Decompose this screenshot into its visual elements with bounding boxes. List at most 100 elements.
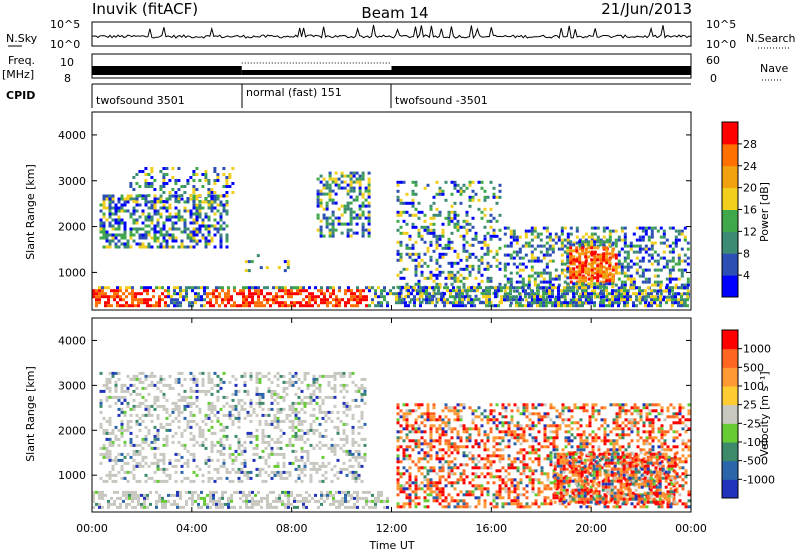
range-cell [426,249,430,253]
range-cell [351,437,355,441]
range-cell [417,252,421,256]
range-cell [653,250,657,254]
range-cell [359,289,362,293]
range-cell [123,470,127,474]
range-cell [111,464,115,468]
range-cell [216,410,220,414]
range-cell [244,269,248,273]
range-cell [315,386,319,390]
range-cell [408,457,412,461]
range-cell [213,413,217,417]
range-cell [599,262,603,266]
range-cell [536,256,540,260]
range-cell [420,466,424,470]
range-cell [195,194,199,198]
range-cell [159,389,163,393]
range-cell [146,292,149,296]
range-cell [291,410,295,414]
range-cell [297,458,301,462]
range-cell [435,246,439,250]
range-cell [254,304,257,308]
range-cell [207,371,211,375]
range-cell [483,267,487,271]
range-cell [662,241,666,245]
range-cell [114,233,118,237]
range-cell [483,234,487,238]
range-cell [297,437,301,441]
range-cell [188,490,191,494]
range-cell [132,476,136,480]
range-cell [191,289,194,293]
range-cell [216,374,220,378]
range-cell [596,240,600,244]
range-cell [161,496,164,500]
range-cell [120,221,124,225]
range-cell [629,241,633,245]
range-cell [683,283,687,287]
range-cell [173,304,176,308]
range-cell [147,245,151,249]
range-cell [435,237,439,241]
range-cell [114,437,118,441]
range-cell [396,183,400,187]
range-cell [647,235,651,239]
range-cell [447,421,451,425]
range-cell [560,304,563,308]
range-cell [305,496,308,500]
range-cell [551,250,555,254]
range-cell [216,173,220,176]
range-cell [212,295,215,299]
range-cell [367,195,371,199]
range-cell [276,422,280,426]
range-cell [677,232,681,236]
range-cell [132,209,136,213]
range-cell [200,286,203,290]
range-cell [429,424,433,428]
range-cell [92,289,95,293]
range-cell [459,490,463,494]
range-cell [312,383,316,387]
range-cell [647,253,651,257]
range-cell [405,282,409,286]
range-cell [455,289,458,293]
range-cell [282,455,286,459]
range-cell [662,250,666,254]
range-cell [453,463,457,467]
range-cell [471,409,475,413]
range-cell [617,235,621,239]
range-cell [306,452,310,456]
range-cell [297,428,301,432]
range-cell [156,428,160,432]
range-cell [189,404,193,408]
range-cell [140,502,143,506]
range-cell [450,445,454,449]
range-cell [632,244,636,248]
range-cell [321,473,325,477]
range-cell [328,171,332,175]
range-cell [195,173,199,176]
range-cell [533,229,537,233]
range-cell [656,283,660,287]
range-cell [650,244,654,248]
range-cell [399,409,403,413]
range-cell [149,286,152,290]
range-cell [330,410,334,414]
range-cell [108,416,112,420]
range-cell [138,233,142,237]
range-cell [225,224,229,228]
range-cell [557,301,560,305]
nsky-tick-top: 10^5 [50,18,80,31]
range-cell [343,210,347,214]
range-cell [408,246,412,250]
range-cell [453,186,457,190]
range-cell [331,180,335,184]
range-cell [629,244,633,248]
range-cell [417,406,421,410]
range-cell [180,383,184,387]
range-cell [114,212,118,216]
range-cell [629,247,633,251]
range-cell [551,295,554,299]
range-cell [144,386,148,390]
range-cell [273,470,277,474]
range-cell [429,231,433,235]
